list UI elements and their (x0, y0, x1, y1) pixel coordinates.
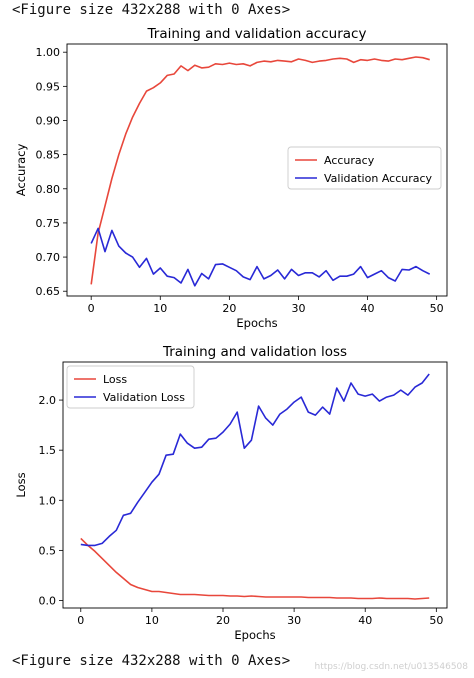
legend-entry: Validation Accuracy (324, 172, 433, 185)
legend-box (66, 365, 195, 409)
series-line-validation-accuracy (90, 227, 431, 287)
x-axis-label: Epochs (236, 316, 277, 330)
y-tick-label: 1.0 (39, 494, 57, 507)
legend-entry: Accuracy (324, 154, 375, 167)
x-tick-label: 40 (358, 614, 372, 627)
y-tick-label: 2.0 (39, 394, 57, 407)
x-tick-label: 10 (153, 302, 167, 315)
series-line-accuracy (90, 56, 430, 285)
y-tick-label: 0.70 (36, 251, 61, 264)
y-axis-label: Accuracy (14, 144, 28, 197)
loss-chart: Training and validation loss 0 10 20 30 40 50 0… (14, 344, 448, 642)
series-line-loss (80, 537, 430, 600)
plot-frame (62, 361, 448, 609)
x-tick-label: 20 (222, 302, 236, 315)
y-tick-label: 1.00 (36, 46, 61, 59)
y-tick-label: 0.95 (36, 80, 61, 93)
legend: Loss Validation Loss (66, 365, 195, 409)
figure-size-output: <Figure size 432x288 with 0 Axes> (12, 2, 291, 18)
accuracy-chart: Training and validation accuracy 0 10 20 30 4… (14, 26, 448, 330)
y-tick-label: 0.80 (36, 183, 61, 196)
y-tick-label: 0.90 (36, 114, 61, 127)
x-tick-label: 30 (287, 614, 301, 627)
y-axis-label: Loss (14, 472, 28, 497)
watermark-text: https://blog.csdn.net/u013546508 (314, 662, 468, 672)
legend-entry: Validation Loss (103, 391, 185, 404)
y-tick-label: 1.5 (39, 444, 57, 457)
chart-title: Training and validation accuracy (147, 26, 367, 42)
plot-frame (66, 43, 448, 297)
y-tick-label: 0.85 (36, 149, 61, 162)
x-tick-label: 30 (291, 302, 305, 315)
x-tick-label: 0 (88, 302, 95, 315)
x-tick-label: 50 (429, 614, 443, 627)
y-tick-label: 0.5 (39, 544, 57, 557)
y-tick-label: 0.65 (36, 285, 61, 298)
x-tick-label: 50 (430, 302, 444, 315)
x-tick-label: 10 (145, 614, 159, 627)
y-tick-label: 0.0 (39, 594, 57, 607)
figure-size-output-bottom: <Figure size 432x288 with 0 Axes> (12, 653, 291, 669)
y-tick-label: 0.75 (36, 217, 61, 230)
x-tick-label: 0 (77, 614, 84, 627)
legend-entry: Loss (103, 373, 127, 386)
chart-title: Training and validation loss (162, 344, 347, 360)
x-axis-label: Epochs (234, 628, 275, 642)
x-tick-label: 20 (216, 614, 230, 627)
legend: Accuracy Validation Accuracy (287, 146, 442, 190)
series-line-validation-loss (80, 373, 430, 547)
legend-box (287, 146, 442, 190)
x-tick-label: 40 (361, 302, 375, 315)
